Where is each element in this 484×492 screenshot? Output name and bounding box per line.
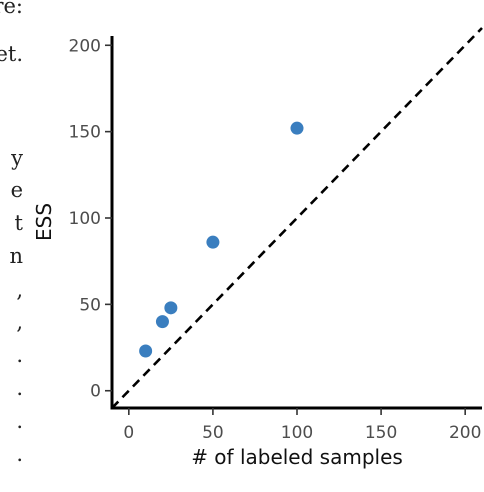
- x-tick-label: 200: [449, 423, 481, 443]
- x-tick-label: 50: [202, 423, 224, 443]
- text-fragment: re:: [0, 0, 23, 18]
- text-fragment: y: [11, 146, 23, 170]
- x-tick-label: 0: [123, 423, 134, 443]
- y-tick-label: 200: [69, 36, 101, 56]
- x-tick-label: 150: [365, 423, 397, 443]
- y-axis-title: ESS: [32, 203, 56, 241]
- text-fragment: e: [10, 178, 23, 202]
- x-ticks-layer: 0 50 100 150 200: [123, 408, 481, 443]
- y-tick-label: 100: [69, 209, 101, 229]
- data-point: [164, 301, 178, 315]
- text-fragment: .: [16, 442, 23, 466]
- y-ticks-layer: 0 50 100 150 200: [69, 36, 112, 402]
- text-fragment: n: [9, 244, 23, 268]
- y-tick-label: 50: [79, 295, 101, 315]
- text-fragment: .: [16, 343, 23, 367]
- y-tick-label: 150: [69, 123, 101, 143]
- text-fragment: ,: [16, 278, 23, 302]
- data-point: [206, 235, 220, 249]
- text-fragment: ,: [16, 310, 23, 334]
- cropped-body-text: re: et. y e t n , , . . . .: [0, 0, 40, 492]
- reference-line-layer: [111, 27, 483, 409]
- reference-line: [111, 27, 483, 409]
- x-axis-title: # of labeled samples: [191, 445, 403, 469]
- data-point: [139, 344, 153, 358]
- text-fragment: et.: [0, 42, 23, 66]
- x-tick-label: 100: [281, 423, 313, 443]
- text-fragment: t: [14, 211, 23, 235]
- text-fragment: .: [16, 376, 23, 400]
- data-point: [290, 121, 304, 135]
- data-point: [155, 315, 169, 329]
- y-tick-label: 0: [90, 382, 101, 402]
- text-fragment: .: [16, 409, 23, 433]
- data-points-layer: [139, 121, 304, 358]
